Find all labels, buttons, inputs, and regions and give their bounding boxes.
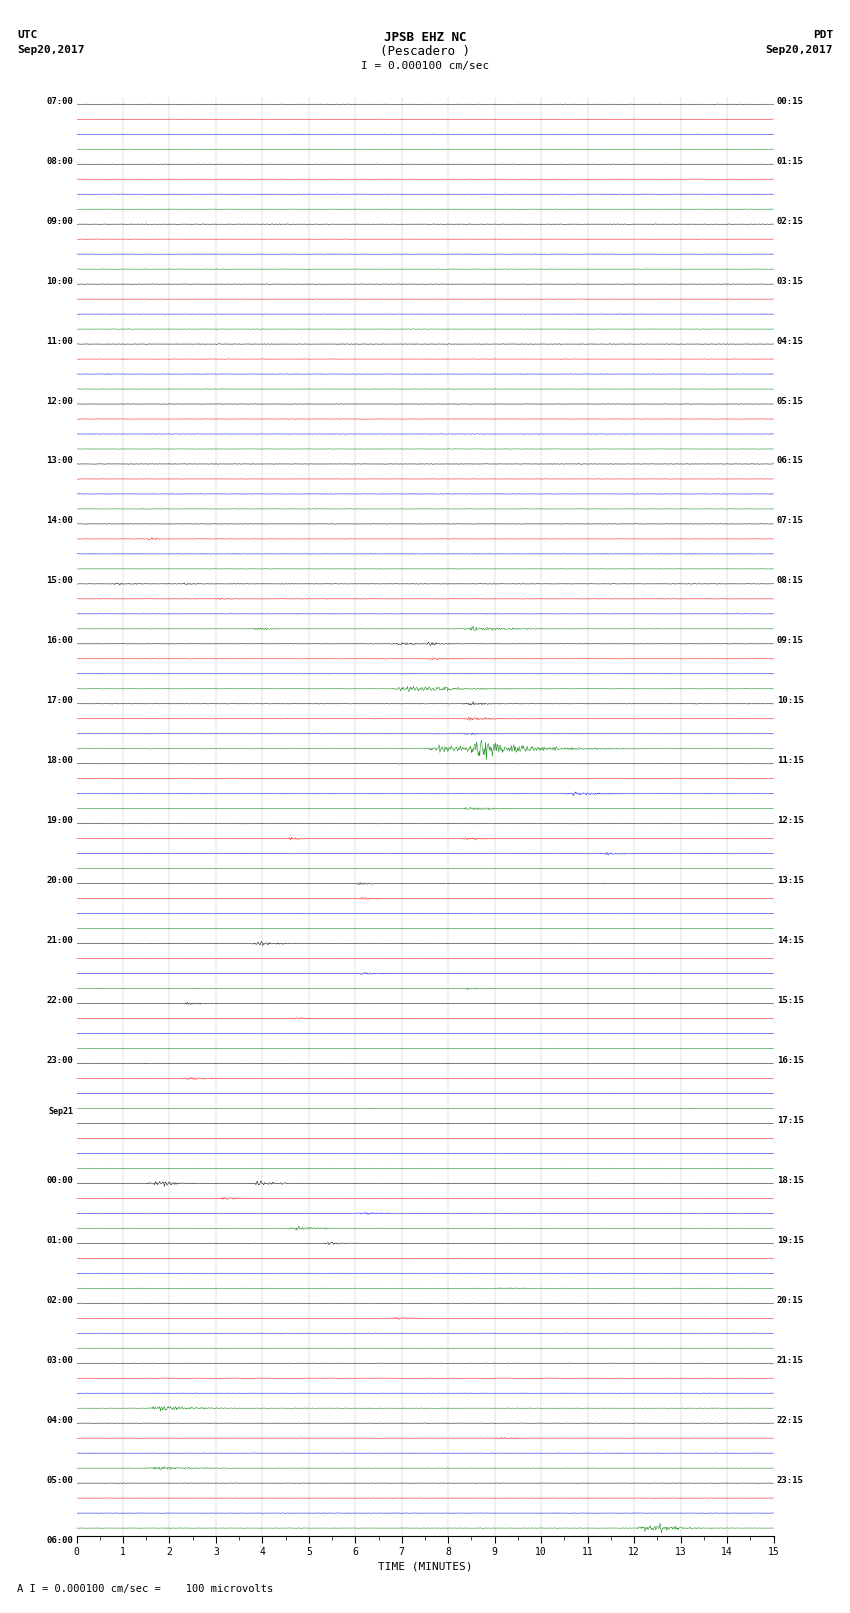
Text: PDT: PDT bbox=[813, 31, 833, 40]
Text: 06:15: 06:15 bbox=[777, 456, 804, 466]
Text: 14:00: 14:00 bbox=[46, 516, 73, 526]
Text: 23:00: 23:00 bbox=[46, 1057, 73, 1065]
Text: 17:15: 17:15 bbox=[777, 1116, 804, 1124]
Text: A I = 0.000100 cm/sec =    100 microvolts: A I = 0.000100 cm/sec = 100 microvolts bbox=[17, 1584, 273, 1594]
Text: 10:15: 10:15 bbox=[777, 697, 804, 705]
Text: 01:00: 01:00 bbox=[46, 1236, 73, 1245]
Text: 17:00: 17:00 bbox=[46, 697, 73, 705]
Text: 14:15: 14:15 bbox=[777, 936, 804, 945]
Text: 20:15: 20:15 bbox=[777, 1295, 804, 1305]
Text: Sep21: Sep21 bbox=[48, 1107, 73, 1116]
Text: 00:15: 00:15 bbox=[777, 97, 804, 106]
Text: 19:00: 19:00 bbox=[46, 816, 73, 826]
Text: 08:00: 08:00 bbox=[46, 156, 73, 166]
Text: 21:00: 21:00 bbox=[46, 936, 73, 945]
Text: 10:00: 10:00 bbox=[46, 277, 73, 286]
Text: (Pescadero ): (Pescadero ) bbox=[380, 45, 470, 58]
Text: 12:00: 12:00 bbox=[46, 397, 73, 405]
Text: JPSB EHZ NC: JPSB EHZ NC bbox=[383, 31, 467, 44]
Text: 02:15: 02:15 bbox=[777, 216, 804, 226]
Text: 22:00: 22:00 bbox=[46, 997, 73, 1005]
Text: I = 0.000100 cm/sec: I = 0.000100 cm/sec bbox=[361, 61, 489, 71]
Text: 15:15: 15:15 bbox=[777, 997, 804, 1005]
Text: 13:00: 13:00 bbox=[46, 456, 73, 466]
Text: 05:00: 05:00 bbox=[46, 1476, 73, 1484]
Text: Sep20,2017: Sep20,2017 bbox=[766, 45, 833, 55]
Text: 18:15: 18:15 bbox=[777, 1176, 804, 1186]
Text: 02:00: 02:00 bbox=[46, 1295, 73, 1305]
Text: Sep20,2017: Sep20,2017 bbox=[17, 45, 84, 55]
Text: 05:15: 05:15 bbox=[777, 397, 804, 405]
Text: 19:15: 19:15 bbox=[777, 1236, 804, 1245]
Text: UTC: UTC bbox=[17, 31, 37, 40]
Text: 11:15: 11:15 bbox=[777, 756, 804, 765]
Text: 03:00: 03:00 bbox=[46, 1355, 73, 1365]
Text: 01:15: 01:15 bbox=[777, 156, 804, 166]
Text: 12:15: 12:15 bbox=[777, 816, 804, 826]
Text: 11:00: 11:00 bbox=[46, 337, 73, 345]
Text: 07:00: 07:00 bbox=[46, 97, 73, 106]
Text: 09:15: 09:15 bbox=[777, 636, 804, 645]
Text: 23:15: 23:15 bbox=[777, 1476, 804, 1484]
Text: 13:15: 13:15 bbox=[777, 876, 804, 886]
Text: 16:00: 16:00 bbox=[46, 636, 73, 645]
X-axis label: TIME (MINUTES): TIME (MINUTES) bbox=[377, 1561, 473, 1571]
Text: 04:00: 04:00 bbox=[46, 1416, 73, 1424]
Text: 21:15: 21:15 bbox=[777, 1355, 804, 1365]
Text: 15:00: 15:00 bbox=[46, 576, 73, 586]
Text: 04:15: 04:15 bbox=[777, 337, 804, 345]
Text: 09:00: 09:00 bbox=[46, 216, 73, 226]
Text: 16:15: 16:15 bbox=[777, 1057, 804, 1065]
Text: 00:00: 00:00 bbox=[46, 1176, 73, 1186]
Text: 18:00: 18:00 bbox=[46, 756, 73, 765]
Text: 07:15: 07:15 bbox=[777, 516, 804, 526]
Text: 03:15: 03:15 bbox=[777, 277, 804, 286]
Text: 20:00: 20:00 bbox=[46, 876, 73, 886]
Text: 22:15: 22:15 bbox=[777, 1416, 804, 1424]
Text: 08:15: 08:15 bbox=[777, 576, 804, 586]
Text: 06:00: 06:00 bbox=[46, 1536, 73, 1545]
